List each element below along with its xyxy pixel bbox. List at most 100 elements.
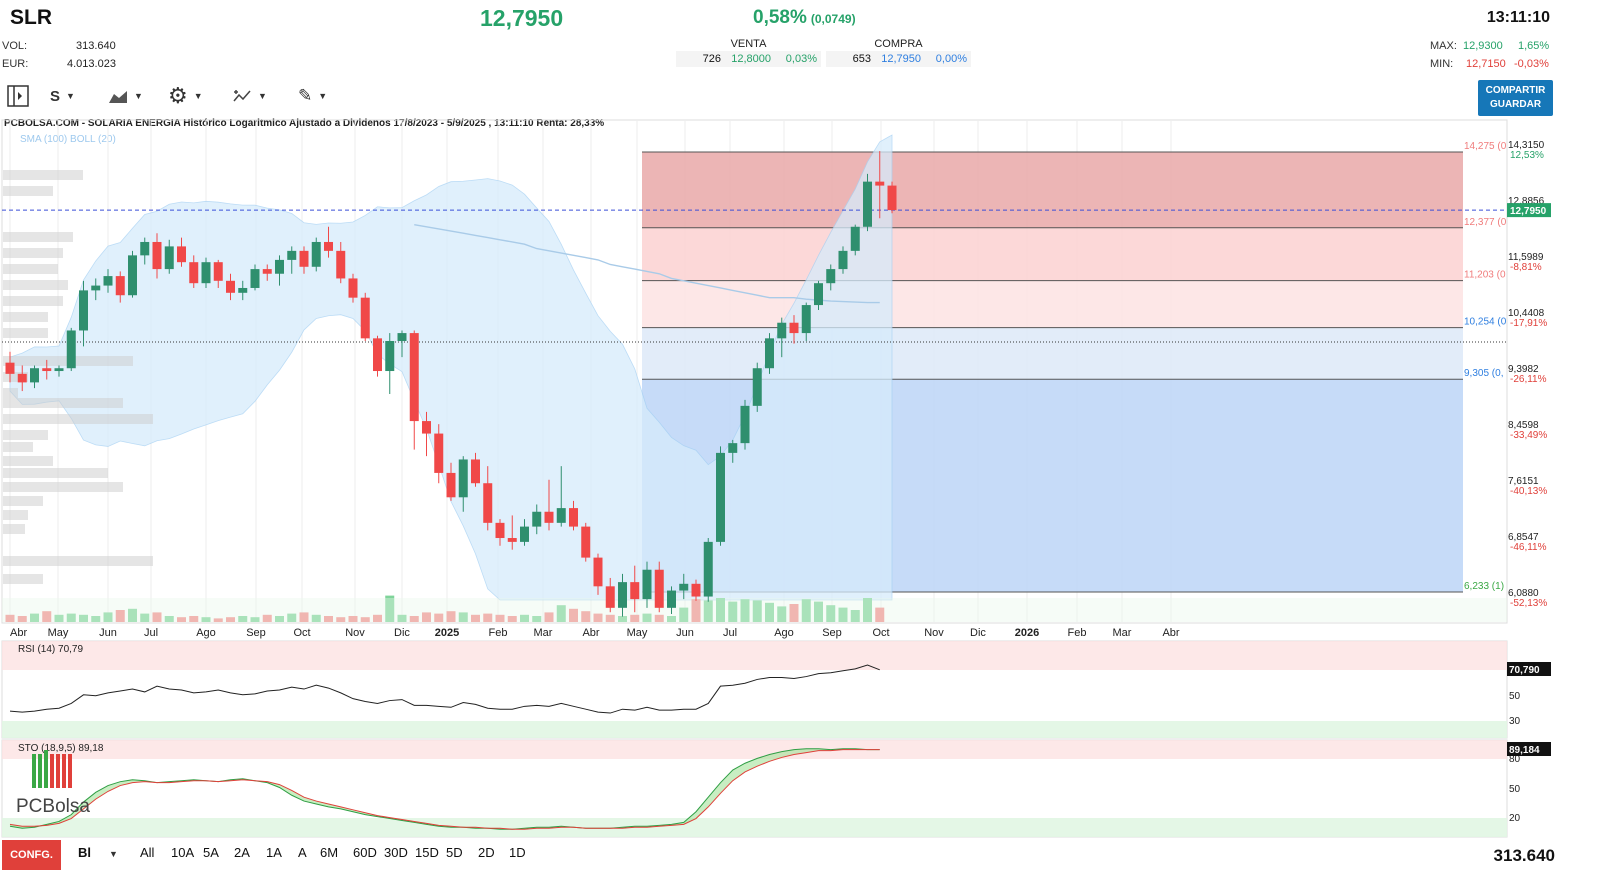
volume-profile-bar (3, 398, 123, 408)
candle-body (373, 338, 382, 372)
change-percent-value: 0,58% (753, 7, 807, 28)
volume-profile-bar (3, 372, 28, 382)
indicators-menu[interactable]: ▼ (232, 84, 267, 108)
candle-body (716, 452, 725, 542)
volume-bar (434, 613, 444, 622)
vol-label: VOL: (2, 40, 28, 52)
min-label: MIN: (1430, 58, 1454, 70)
x-tick-label: Abr (1162, 627, 1179, 639)
volume-bar (471, 614, 480, 622)
candle-body (838, 250, 848, 270)
volume-profile-bar (3, 388, 18, 398)
range-button-5a[interactable]: 5A (203, 845, 219, 860)
range-button-1a[interactable]: 1A (266, 845, 282, 860)
candle-body (189, 262, 199, 284)
x-tick-label: Sep (822, 627, 842, 639)
drawing-menu[interactable]: ✎ ▼ (298, 84, 327, 108)
candle-body (740, 405, 750, 444)
candle-body (556, 508, 566, 523)
last-price: 12,7950 (480, 5, 564, 31)
y-tick-pct: -46,11% (1510, 542, 1547, 553)
candle-body (458, 459, 468, 498)
candle-body (250, 269, 260, 288)
candle-body (728, 443, 738, 453)
volume-bar (91, 616, 101, 622)
candle-body (483, 483, 493, 523)
candle-body (262, 269, 272, 274)
candle-body (128, 255, 137, 296)
candle-body (471, 459, 480, 484)
sell-book: VENTA 726 12,8000 0,03% (676, 38, 821, 67)
volume-bar (311, 614, 321, 622)
range-button-2a[interactable]: 2A (234, 845, 250, 860)
volume-bar (691, 599, 701, 622)
period-select[interactable]: S ▼ (50, 84, 75, 108)
y-tick-label: 9,3982 (1508, 364, 1539, 375)
candle-body (814, 283, 823, 306)
price-panel-frame (1, 119, 1508, 624)
x-tick-label: Feb (489, 627, 508, 639)
x-tick-label: Dic (394, 627, 410, 639)
volume-bar (667, 616, 676, 622)
fib-level-label: 11,203 (0 (1464, 270, 1506, 281)
gear-icon: ⚙ (168, 83, 188, 108)
sell-label: VENTA (730, 38, 767, 50)
volume-bar (605, 614, 615, 622)
config-button[interactable]: CONFG. (2, 840, 61, 870)
candle-body (385, 340, 395, 372)
chart-style-select[interactable]: Bl ▼ (78, 845, 118, 860)
range-button-6m[interactable]: 6M (320, 845, 339, 860)
volume-bar (42, 611, 52, 622)
volume-bar (409, 616, 419, 622)
volume-bar (850, 610, 860, 622)
volume-profile-bar (3, 248, 63, 258)
x-tick-label: Jun (676, 627, 694, 639)
x-tick-label: Ago (774, 627, 794, 639)
volume-bar (140, 613, 150, 622)
sto-label: STO (18,9,5) 89,18 (18, 743, 104, 754)
y-tick-label: 10,4408 (1508, 308, 1545, 319)
sto-badge (1507, 742, 1551, 756)
volume-bar (103, 612, 113, 622)
volume-profile-bar (3, 556, 153, 566)
y-tick-pct: -8,81% (1510, 262, 1542, 273)
range-button-a[interactable]: A (298, 845, 307, 860)
range-button-15d[interactable]: 15D (415, 845, 439, 860)
volume-bar (789, 604, 799, 622)
period-value: S (50, 87, 61, 105)
fib-zone (642, 227, 1463, 281)
range-button-10a[interactable]: 10A (171, 845, 195, 860)
range-button-30d[interactable]: 30D (384, 845, 408, 860)
sto-level-label: 50 (1509, 784, 1521, 795)
quote-time: 13:11:10 (1486, 9, 1550, 26)
share-save-button[interactable]: COMPARTIR GUARDAR (1478, 80, 1553, 116)
volume-profile-bar (3, 574, 43, 584)
volume-bar (765, 602, 774, 622)
candle-body (887, 185, 897, 211)
volume-profile-bar (3, 328, 48, 338)
chart-type-menu[interactable]: ▼ (108, 84, 143, 108)
volume-bar (213, 618, 223, 622)
candle-body (605, 586, 615, 608)
candle-body (164, 246, 174, 270)
volume-bar (324, 616, 333, 622)
settings-menu[interactable]: ⚙ ▼ (168, 83, 203, 108)
candle-body (409, 333, 419, 422)
pcbolsa-logo: PCBolsa (16, 750, 96, 822)
rsi-level-label: 50 (1509, 691, 1521, 702)
sto-k-line (9, 748, 880, 830)
candle-body (520, 526, 529, 542)
volume-bar (422, 612, 431, 622)
candle-body (30, 368, 39, 383)
fib-level-label: 6,233 (1) (1464, 581, 1504, 592)
range-button-60d[interactable]: 60D (353, 845, 377, 860)
volume-profile-bar (3, 482, 123, 492)
range-button-1d[interactable]: 1D (509, 845, 526, 860)
x-tick-label: May (627, 627, 648, 639)
range-button-2d[interactable]: 2D (478, 845, 495, 860)
range-button-5d[interactable]: 5D (446, 845, 463, 860)
range-button-all[interactable]: All (140, 845, 155, 860)
panel-toggle-icon[interactable] (6, 84, 30, 108)
rsi-overbought-zone (2, 641, 1507, 670)
